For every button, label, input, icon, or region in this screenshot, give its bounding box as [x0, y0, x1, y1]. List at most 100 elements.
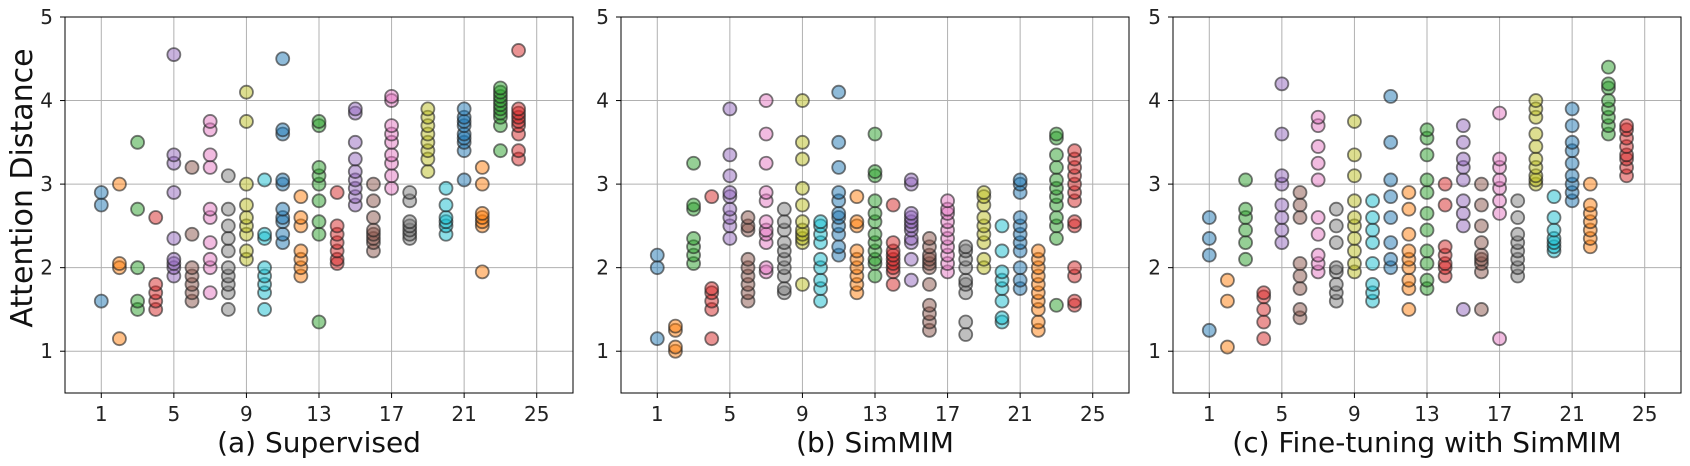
scatter-point: [1419, 205, 1435, 221]
y-tick-label: 5: [596, 5, 609, 29]
scatter-point: [1220, 272, 1235, 288]
scatter-point: [1201, 210, 1217, 225]
scatter-point: [1347, 114, 1362, 129]
scatter-point: [649, 331, 665, 347]
subplot-title: (b) SimMIM: [796, 426, 954, 459]
scatter-point: [976, 210, 992, 225]
scatter-point: [885, 235, 901, 251]
scatter-point: [311, 314, 327, 330]
scatter-point: [438, 210, 454, 225]
y-tick-label: 4: [40, 89, 53, 113]
scatter-point: [795, 93, 810, 108]
scatter-point: [1049, 172, 1064, 188]
scatter-point: [420, 101, 436, 117]
scatter-point: [402, 214, 418, 230]
y-tick-label: 2: [40, 256, 53, 280]
scatter-point: [903, 251, 919, 267]
scatter-point: [1474, 235, 1489, 251]
scatter-point: [1256, 331, 1272, 347]
scatter-point: [1012, 260, 1028, 276]
scatter-point: [1474, 176, 1489, 192]
scatter-point: [1365, 210, 1380, 225]
scatter-point: [813, 272, 828, 288]
scatter-point: [511, 43, 526, 58]
scatter-point: [1492, 172, 1507, 188]
scatter-point: [758, 185, 774, 200]
scatter-point: [384, 147, 399, 163]
x-tick-label: 9: [796, 402, 809, 426]
scatter-point: [1619, 118, 1634, 134]
scatter-point: [1419, 272, 1435, 288]
y-tick-label: 2: [1148, 256, 1161, 280]
scatter-point: [1401, 201, 1417, 217]
scatter-point: [1238, 222, 1253, 238]
scatter-point: [1564, 101, 1580, 117]
scatter-point: [831, 205, 847, 221]
scatter-point: [257, 226, 272, 242]
scatter-point: [511, 101, 526, 117]
scatter-point: [202, 201, 218, 217]
scatter-point: [1049, 147, 1064, 163]
scatter-point: [1492, 151, 1507, 167]
scatter-point: [257, 172, 272, 188]
scatter-point: [366, 222, 381, 238]
scatter-point: [493, 80, 508, 96]
scatter-point: [1310, 210, 1326, 225]
scatter-point: [366, 210, 381, 225]
scatter-point: [257, 260, 272, 276]
scatter-point: [202, 114, 218, 129]
scatter-point: [831, 84, 847, 100]
scatter-point: [686, 231, 701, 246]
scatter-point: [958, 272, 974, 288]
scatter-point: [722, 101, 738, 117]
scatter-point: [1419, 122, 1435, 138]
scatter-point: [1310, 109, 1326, 125]
scatter-point: [130, 201, 145, 217]
scatter-point: [1455, 134, 1471, 150]
scatter-point: [1528, 139, 1544, 154]
scatter-point: [1564, 118, 1580, 134]
x-tick-label: 1: [95, 402, 108, 426]
scatter-point: [867, 205, 883, 221]
scatter-point: [1274, 222, 1290, 238]
scatter-point: [1528, 151, 1544, 167]
scatter-point: [813, 214, 828, 230]
scatter-point: [311, 114, 327, 129]
scatter-point: [1601, 59, 1616, 75]
scatter-point: [1492, 205, 1507, 221]
scatter-point: [1455, 218, 1471, 234]
scatter-point: [112, 256, 127, 271]
scatter-point: [329, 185, 345, 200]
scatter-point: [722, 147, 738, 163]
scatter-point: [130, 134, 145, 150]
scatter-point: [293, 210, 309, 225]
scatter-point: [922, 297, 937, 313]
x-tick-label: 21: [451, 402, 476, 426]
scatter-point: [758, 93, 774, 108]
scatter-point: [1049, 126, 1064, 142]
scatter-point: [1256, 285, 1272, 301]
scatter-point: [1365, 193, 1380, 209]
scatter-point: [1220, 293, 1235, 309]
x-tick-label: 1: [1203, 402, 1216, 426]
scatter-point: [112, 331, 127, 347]
scatter-point: [1383, 134, 1399, 150]
scatter-point: [1437, 197, 1453, 213]
scatter-point: [511, 143, 526, 159]
x-tick-label: 5: [723, 402, 736, 426]
scatter-point: [1492, 193, 1507, 209]
scatter-point: [1383, 189, 1399, 205]
y-tick-label: 2: [596, 256, 609, 280]
scatter-point: [1292, 256, 1308, 271]
scatter-point: [1582, 197, 1598, 213]
scatter-point: [1310, 139, 1326, 154]
x-tick-label: 17: [379, 402, 404, 426]
scatter-point: [1383, 251, 1399, 267]
scatter-point: [1067, 214, 1082, 230]
scatter-point: [1292, 281, 1308, 296]
scatter-point: [1220, 339, 1235, 355]
scatter-point: [1201, 247, 1217, 263]
scatter-point: [1401, 302, 1417, 317]
y-tick-label: 4: [596, 89, 609, 113]
scatter-point: [1546, 222, 1562, 238]
